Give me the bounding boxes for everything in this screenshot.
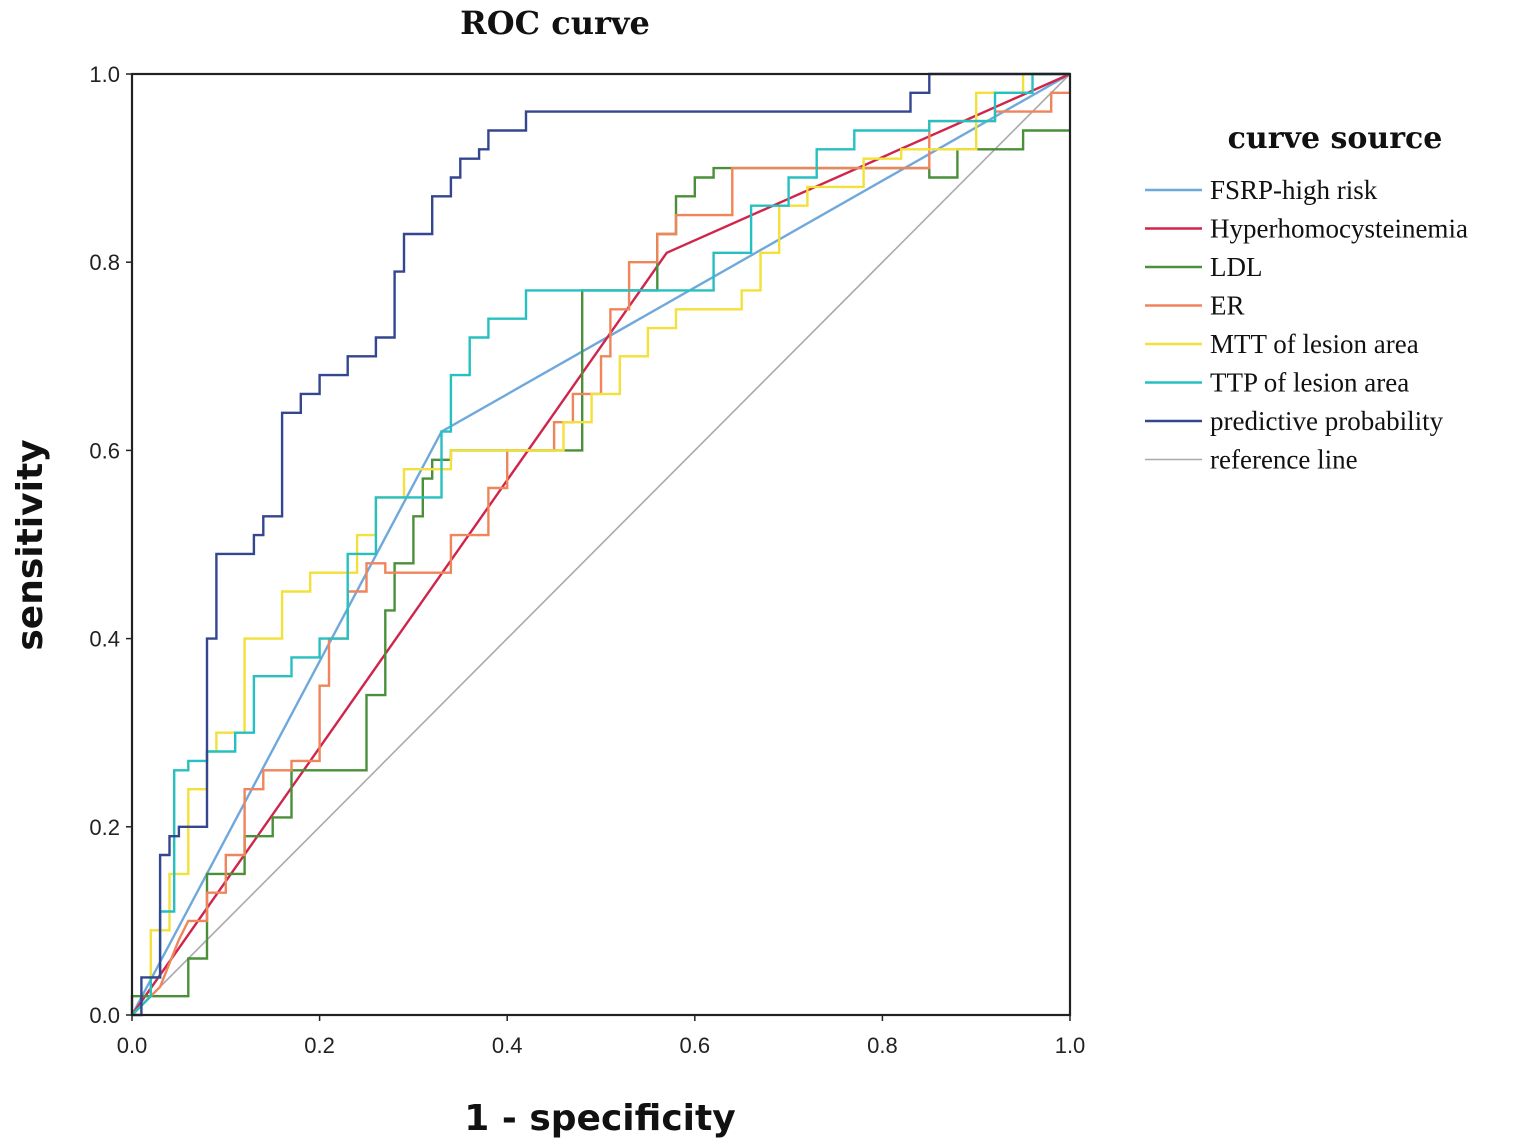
- series-line-ttp-of-lesion-area: [131, 72, 1070, 1016]
- legend-label-fsrp-high-risk: FSRP-high risk: [1210, 175, 1378, 205]
- legend-label-predictive-probability: predictive probability: [1210, 406, 1444, 436]
- y-tick-label: 0.4: [89, 627, 120, 652]
- x-tick-label: 0.8: [867, 1033, 898, 1058]
- legend-label-ldl: LDL: [1210, 252, 1262, 282]
- series-line-reference-line: [131, 73, 1071, 1016]
- series-line-predictive-probability: [132, 72, 1070, 1017]
- x-tick-label: 0.4: [492, 1033, 523, 1058]
- x-tick-label: 0.6: [680, 1033, 711, 1058]
- y-tick-label: 0.2: [89, 815, 120, 840]
- x-tick-label: 0.2: [304, 1033, 335, 1058]
- legend-label-ttp-of-lesion-area: TTP of lesion area: [1210, 368, 1409, 398]
- y-tick-label: 1.0: [89, 62, 120, 87]
- x-axis-ticks: 0.0 0.2 0.4 0.6 0.8 1.0: [117, 1015, 1086, 1058]
- y-axis-ticks: 0.0 0.2 0.4 0.6 0.8 1.0: [89, 62, 132, 1028]
- legend: curve source FSRP-high risk Hyperhomocyst…: [1145, 121, 1468, 475]
- chart-title: ROC curve: [460, 4, 650, 42]
- y-tick-label: 0.8: [89, 250, 120, 275]
- series-line-er: [131, 91, 1070, 1016]
- y-axis-label: sensitivity: [10, 439, 51, 650]
- legend-title: curve source: [1228, 121, 1443, 156]
- legend-label-reference-line: reference line: [1210, 445, 1358, 475]
- y-tick-label: 0.0: [89, 1003, 120, 1028]
- legend-label-er: ER: [1210, 291, 1245, 321]
- x-tick-label: 1.0: [1055, 1033, 1086, 1058]
- x-axis-label: 1 - specificity: [464, 1098, 735, 1139]
- x-tick-label: 0.0: [117, 1033, 148, 1058]
- y-tick-label: 0.6: [89, 438, 120, 463]
- plot-area: [130, 72, 1072, 1017]
- legend-label-mtt-of-lesion-area: MTT of lesion area: [1210, 329, 1419, 359]
- series-line-ldl: [130, 129, 1070, 1015]
- legend-label-hyperhomocysteinemia: Hyperhomocysteinemia: [1210, 214, 1468, 244]
- plot-frame: [130, 72, 1072, 1017]
